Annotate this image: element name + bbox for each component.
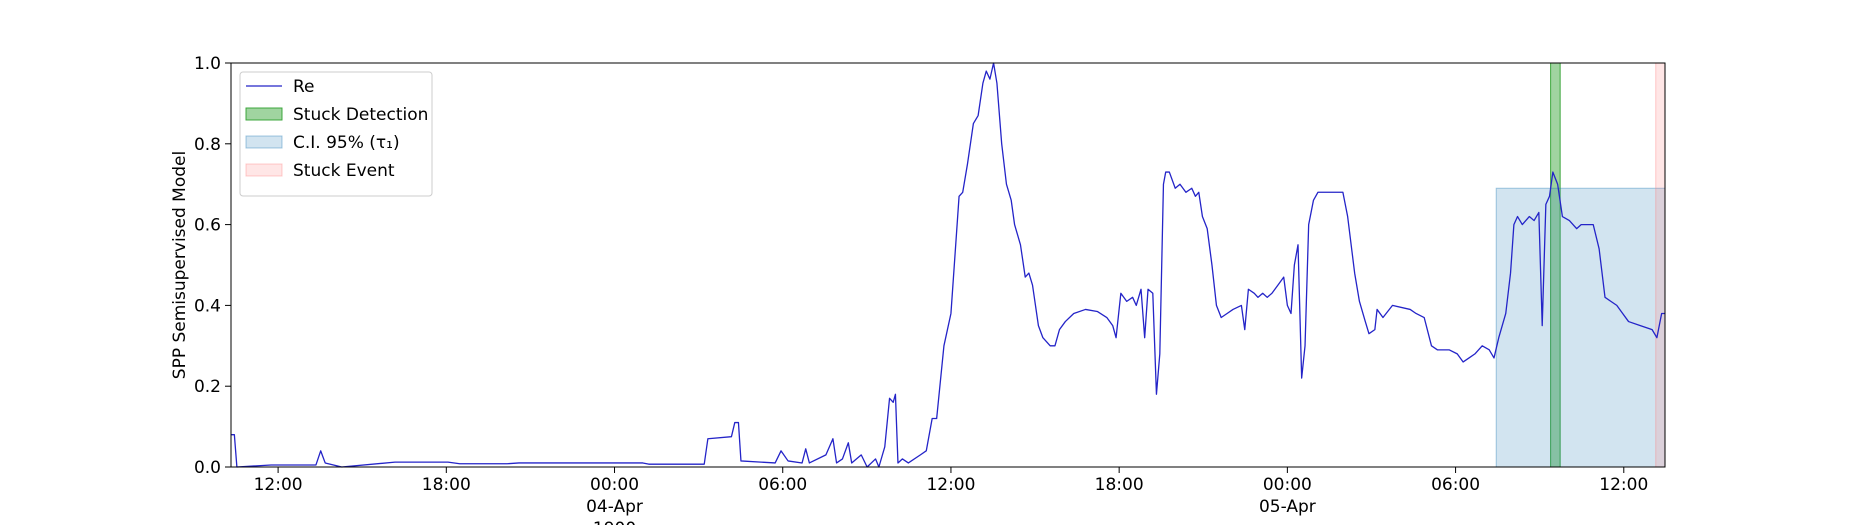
- x-tick-label: 06:00: [758, 475, 807, 495]
- x-tick-label: 12:00: [1599, 475, 1648, 495]
- line: [231, 62, 1665, 468]
- y-tick-label: 0.4: [194, 296, 221, 316]
- x-tick-label: 04-Apr: [586, 497, 643, 517]
- y-tick-label: 0.6: [194, 216, 221, 236]
- span: [1495, 187, 1666, 468]
- x-tick-label: 18:00: [1095, 475, 1144, 495]
- legend-label: C.I. 95% (τ₁): [293, 133, 400, 153]
- legend: Re Stuck Detection C.I. 95% (τ₁) Stuck Even…: [239, 71, 433, 197]
- x-tick-label: 05-Apr: [1259, 497, 1316, 517]
- legend-patch: [245, 163, 283, 177]
- span: [1655, 62, 1666, 468]
- y-tick-label: 0.8: [194, 135, 221, 155]
- x-tick-label: 12:00: [926, 475, 975, 495]
- x-tick-label: 1900: [593, 519, 636, 525]
- y-tick-label: 1.0: [194, 54, 221, 74]
- x-tick-label: 12:00: [254, 475, 303, 495]
- x-tick-label: 00:00: [1263, 475, 1312, 495]
- legend-patch: [245, 135, 283, 149]
- legend-label: Re: [293, 77, 315, 97]
- legend-frame: [239, 71, 433, 197]
- legend-patch: [245, 107, 283, 121]
- plot-frame: [230, 62, 1666, 468]
- y-tick-label: 0.0: [194, 458, 221, 478]
- x-tick-label: 06:00: [1431, 475, 1480, 495]
- y-axis-label: SPP Semisupervised Model: [170, 151, 190, 379]
- y-tick-label: 0.2: [194, 377, 221, 397]
- legend-label: Stuck Event: [293, 161, 395, 181]
- x-tick-label: 00:00: [590, 475, 639, 495]
- x-tick-label: 18:00: [422, 475, 471, 495]
- legend-label: Stuck Detection: [293, 105, 428, 125]
